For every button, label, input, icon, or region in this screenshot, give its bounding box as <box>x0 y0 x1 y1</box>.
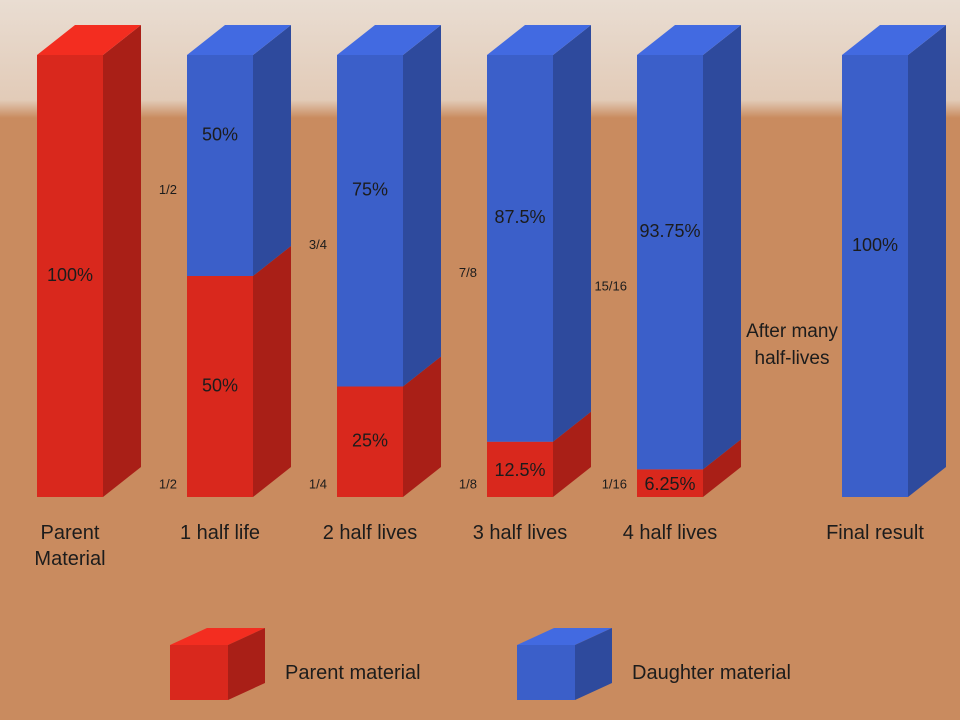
x-tick-label: 4 half lives <box>622 522 718 544</box>
fraction-label: 3/4 <box>309 237 327 252</box>
bar-front <box>637 469 703 497</box>
value-label: 100% <box>852 235 898 255</box>
x-tick-label: Final result <box>826 522 924 544</box>
bar-front <box>842 55 908 497</box>
bar-front <box>637 55 703 470</box>
value-label: 12.5% <box>494 460 545 480</box>
legend-swatch-side <box>228 628 265 700</box>
bar-top <box>842 25 946 55</box>
bar-front <box>337 55 403 387</box>
value-label: 25% <box>352 431 388 451</box>
bar-top <box>187 25 291 55</box>
x-tick-label: 2 half lives <box>322 522 418 544</box>
legend-swatch-side <box>575 628 612 700</box>
value-label: 50% <box>202 375 238 395</box>
legend-swatch-top <box>517 628 612 645</box>
fraction-label: 7/8 <box>459 265 477 280</box>
bar-side <box>908 25 946 497</box>
bar-top <box>637 25 741 55</box>
fraction-label: 1/8 <box>459 476 477 491</box>
legend-label: Daughter material <box>632 662 791 684</box>
bar-side <box>703 25 741 470</box>
value-label: 93.75% <box>639 221 700 241</box>
bar-side <box>103 25 141 497</box>
bar-front <box>37 55 103 497</box>
legend-swatch <box>170 645 228 700</box>
value-label: 75% <box>352 180 388 200</box>
bar-front <box>187 55 253 276</box>
value-label: 100% <box>47 265 93 285</box>
fraction-label: 1/4 <box>309 476 327 491</box>
x-tick-label: 3 half lives <box>472 522 568 544</box>
value-label: 6.25% <box>644 474 695 494</box>
bar-front <box>187 276 253 497</box>
bar-side <box>403 356 441 497</box>
bar-top <box>487 25 591 55</box>
legend-swatch <box>517 645 575 700</box>
bar-side <box>553 411 591 497</box>
fraction-label: 1/2 <box>159 476 177 491</box>
annotation: After many half-lives <box>746 321 838 369</box>
bar-top <box>337 25 441 55</box>
bar-front <box>487 441 553 497</box>
legend-label: Parent material <box>285 662 421 684</box>
fraction-label: 1/16 <box>602 476 627 491</box>
bar-side <box>403 25 441 387</box>
fraction-label: 15/16 <box>594 279 627 294</box>
value-label: 50% <box>202 124 238 144</box>
value-label: 87.5% <box>494 207 545 227</box>
bar-front <box>487 55 553 442</box>
bar-side <box>703 439 741 497</box>
legend-swatch-top <box>170 628 265 645</box>
bar-side <box>253 246 291 497</box>
bar-front <box>337 386 403 497</box>
bar-side <box>253 25 291 276</box>
bar-top <box>37 25 141 55</box>
x-tick-label: Parent Material <box>34 522 106 570</box>
bar-side <box>553 25 591 442</box>
x-tick-label: 1 half life <box>179 522 261 544</box>
fraction-label: 1/2 <box>159 182 177 197</box>
